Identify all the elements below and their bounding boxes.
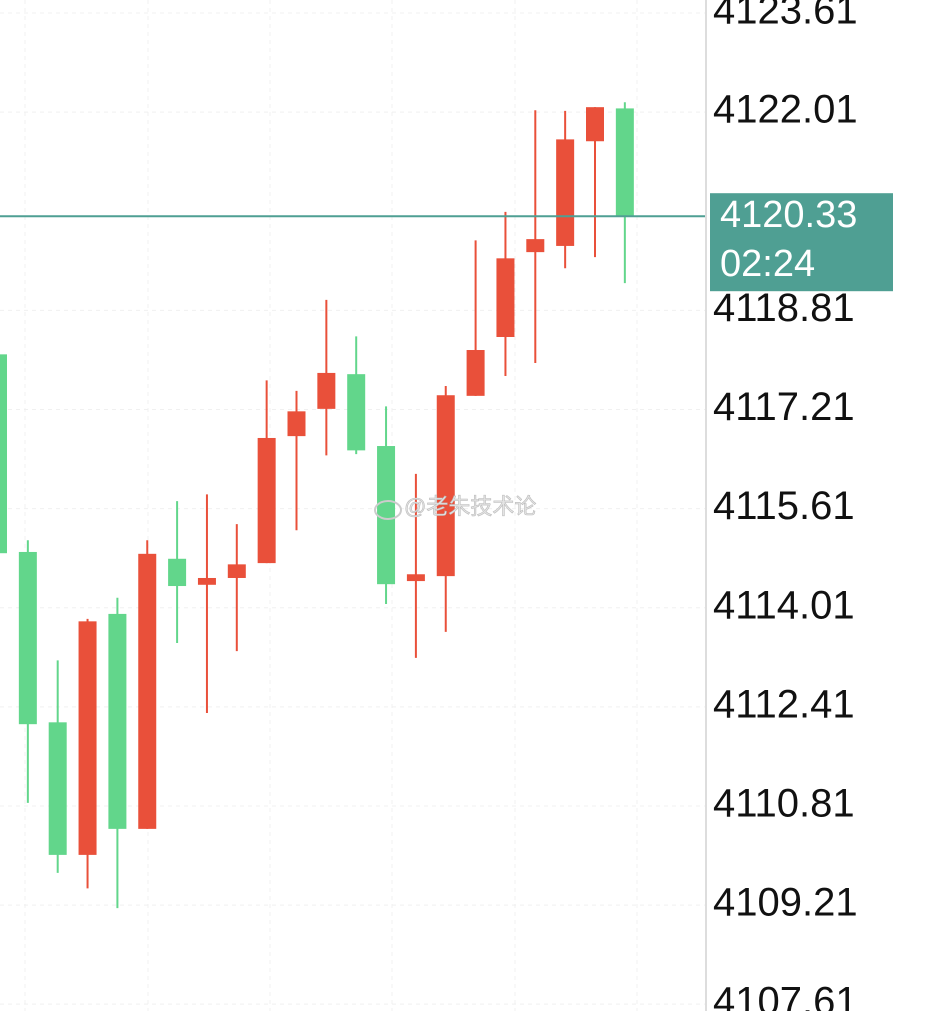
candle-body bbox=[197, 577, 216, 585]
last-price-label: 4120.33 bbox=[720, 194, 857, 236]
watermark-text: @老朱技术论 bbox=[404, 494, 536, 519]
candle-body bbox=[317, 372, 336, 409]
grid bbox=[0, 0, 705, 1011]
y-axis: 4107.61 4109.21 4110.81 4112.41 4114.01 4115.… bbox=[713, 0, 858, 1011]
candle-body bbox=[496, 258, 515, 337]
candle-body bbox=[18, 551, 37, 725]
y-tick-label: 4115.61 bbox=[713, 484, 855, 528]
candle-body bbox=[168, 558, 187, 587]
candle-body bbox=[406, 574, 425, 582]
y-tick-label: 4107.61 bbox=[713, 980, 858, 1011]
candle-body bbox=[108, 613, 127, 829]
last-price-tag bbox=[710, 193, 893, 292]
watermark: @老朱技术论 bbox=[374, 494, 537, 520]
candle-body bbox=[466, 350, 485, 396]
candle-body bbox=[377, 446, 396, 585]
y-tick-label: 4123.61 bbox=[713, 0, 858, 33]
candle-body bbox=[0, 354, 7, 554]
candle-body bbox=[347, 374, 366, 451]
y-tick-label: 4114.01 bbox=[713, 583, 855, 627]
candle-body bbox=[556, 139, 575, 246]
y-tick-label: 4117.21 bbox=[713, 385, 855, 429]
candle-body bbox=[526, 239, 545, 253]
candle-body bbox=[138, 553, 157, 829]
candle-body bbox=[227, 564, 246, 578]
candle-body bbox=[257, 437, 276, 564]
y-tick-label: 4112.41 bbox=[713, 682, 855, 726]
candle-body bbox=[78, 621, 97, 855]
y-tick-label: 4118.81 bbox=[713, 286, 855, 330]
candle-body bbox=[436, 395, 455, 577]
y-tick-label: 4122.01 bbox=[713, 88, 858, 132]
candle-body bbox=[48, 722, 67, 855]
last-time-label: 02:24 bbox=[720, 243, 815, 285]
watermark-icon bbox=[374, 500, 402, 520]
candle-body bbox=[287, 411, 306, 437]
candle-body bbox=[615, 108, 634, 217]
candle-body bbox=[586, 107, 604, 142]
y-tick-label: 4109.21 bbox=[713, 881, 858, 925]
y-tick-label: 4110.81 bbox=[713, 782, 855, 826]
candles bbox=[0, 102, 634, 909]
